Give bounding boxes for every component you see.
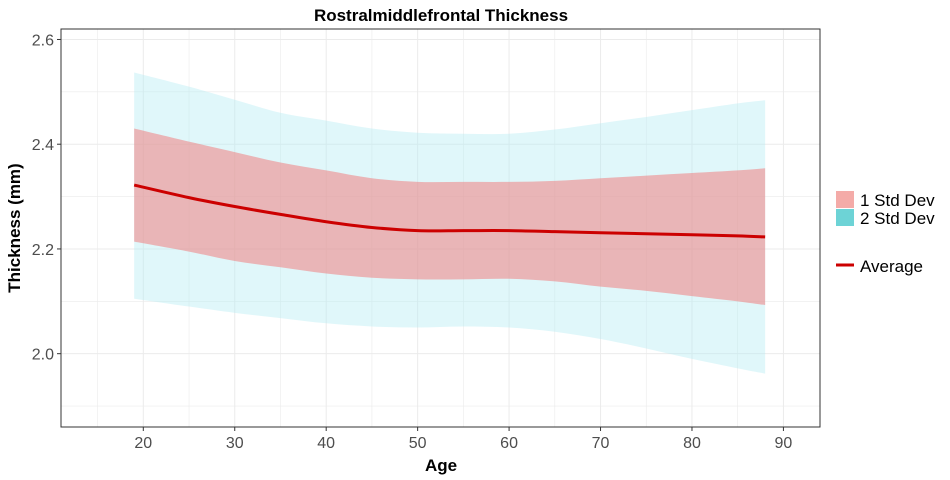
x-tick-label: 80 [683,435,701,452]
average-line-group [133,183,766,239]
legend-key-2-std-dev [836,209,854,226]
legend: 1 Std Dev 2 Std Dev Average [836,191,935,276]
legend-label-2-std-dev: 2 Std Dev [860,209,935,228]
chart-title: Rostralmiddlefrontal Thickness [314,6,568,25]
legend-label-average: Average [860,257,923,276]
y-tick-label: 2.4 [32,137,54,154]
y-axis-title: Thickness (mm) [5,163,24,292]
x-axis-ticks: 20 30 40 50 60 70 80 90 [134,427,792,452]
x-tick-label: 40 [317,435,335,452]
x-tick-label: 70 [592,435,610,452]
y-tick-label: 2.6 [32,32,54,49]
x-tick-label: 30 [226,435,244,452]
y-tick-label: 2.2 [32,242,54,259]
average-line [133,183,766,239]
legend-key-1-std-dev [836,191,854,208]
x-tick-label: 20 [134,435,152,452]
sd1-band-group [134,128,766,305]
y-tick-label: 2.0 [32,347,54,364]
panel-border [60,28,821,428]
x-axis-title: Age [425,456,457,475]
x-tick-label: 90 [775,435,793,452]
legend-label-1-std-dev: 1 Std Dev [860,191,935,210]
y-axis-ticks: 2.0 2.2 2.4 2.6 [32,32,61,364]
x-tick-label: 60 [500,435,518,452]
x-tick-label: 50 [409,435,427,452]
sd1-band [134,128,766,305]
